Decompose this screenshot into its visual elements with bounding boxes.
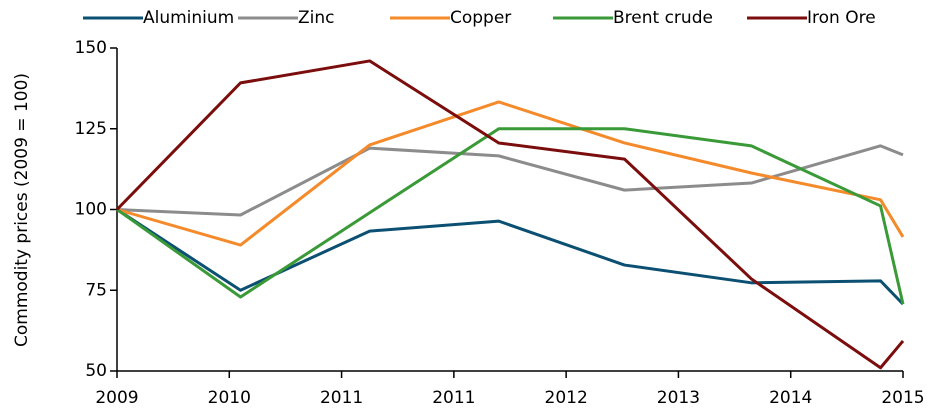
- series-line: [116, 144, 904, 217]
- y-tick-label: 125: [75, 119, 107, 139]
- y-tick-label: 100: [75, 200, 107, 220]
- x-tick-label: 2013: [657, 388, 700, 408]
- x-tick-label: 2015: [881, 388, 924, 408]
- x-tick-label: 2009: [95, 388, 138, 408]
- y-tick-label: 50: [85, 361, 107, 381]
- series-line: [115, 59, 905, 370]
- legend-label: Copper: [450, 8, 511, 28]
- x-tick-label: 2012: [545, 388, 588, 408]
- legend-label: Aluminium: [143, 8, 234, 28]
- legend-label: Iron Ore: [807, 8, 876, 28]
- y-tick-label: 150: [75, 38, 107, 58]
- series-line: [116, 208, 905, 306]
- x-tick-label: 2014: [769, 388, 812, 408]
- legend-label: Brent crude: [613, 8, 713, 28]
- y-axis-label: Commodity prices (2009 = 100): [12, 73, 32, 347]
- series-line: [116, 127, 905, 305]
- legend-label: Zinc: [298, 8, 335, 28]
- x-tick-label: 2010: [208, 388, 251, 408]
- x-tick-label: 2011: [432, 388, 475, 408]
- x-tick-label: 2011: [320, 388, 363, 408]
- y-tick-label: 75: [85, 280, 107, 300]
